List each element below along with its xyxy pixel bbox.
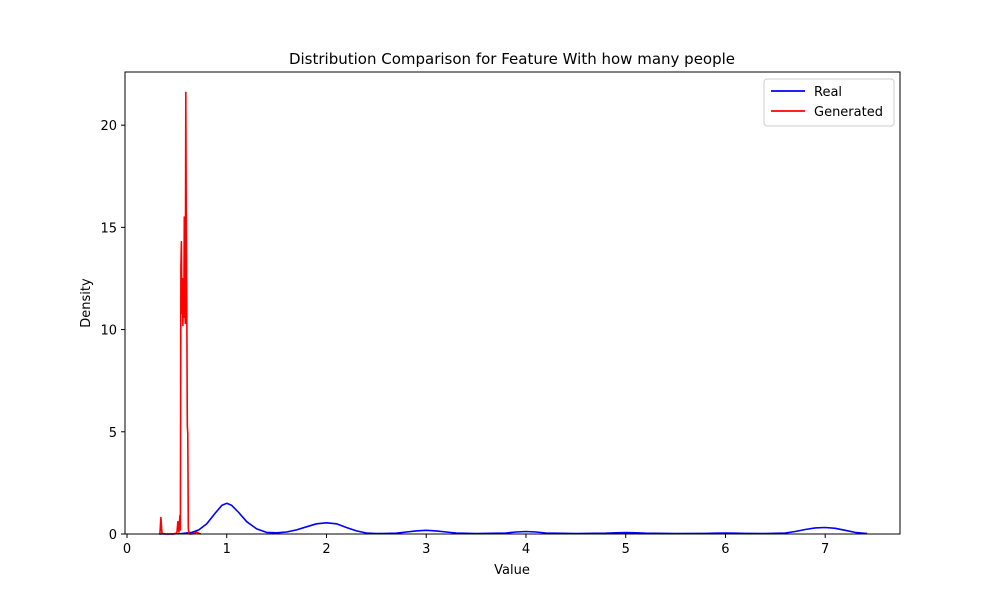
- x-axis-ticks: 0 1 2 3 4 5 6 7: [123, 534, 829, 557]
- y-tick-label: 10: [100, 324, 117, 339]
- y-tick-label: 5: [109, 426, 117, 441]
- legend-label-real: Real: [814, 85, 842, 100]
- legend-label-generated: Generated: [814, 105, 883, 120]
- series-line-real: [158, 502, 868, 535]
- x-axis-label: Value: [494, 563, 530, 578]
- y-axis-ticks: 0 5 10 15 20: [100, 119, 125, 543]
- x-tick-label: 7: [821, 542, 829, 557]
- x-tick-label: 3: [422, 542, 430, 557]
- y-tick-label: 15: [100, 221, 117, 236]
- y-tick-label: 20: [100, 119, 117, 134]
- x-tick-label: 2: [322, 542, 330, 557]
- x-tick-label: 1: [223, 542, 231, 557]
- chart-title: Distribution Comparison for Feature With…: [289, 50, 735, 68]
- x-tick-label: 4: [522, 542, 530, 557]
- x-tick-label: 5: [622, 542, 630, 557]
- x-tick-label: 0: [123, 542, 131, 557]
- plot-frame: [124, 71, 901, 535]
- x-tick-label: 6: [721, 542, 729, 557]
- y-axis-label: Density: [79, 278, 94, 328]
- y-tick-label: 0: [109, 528, 117, 543]
- legend: Real Generated: [763, 78, 895, 127]
